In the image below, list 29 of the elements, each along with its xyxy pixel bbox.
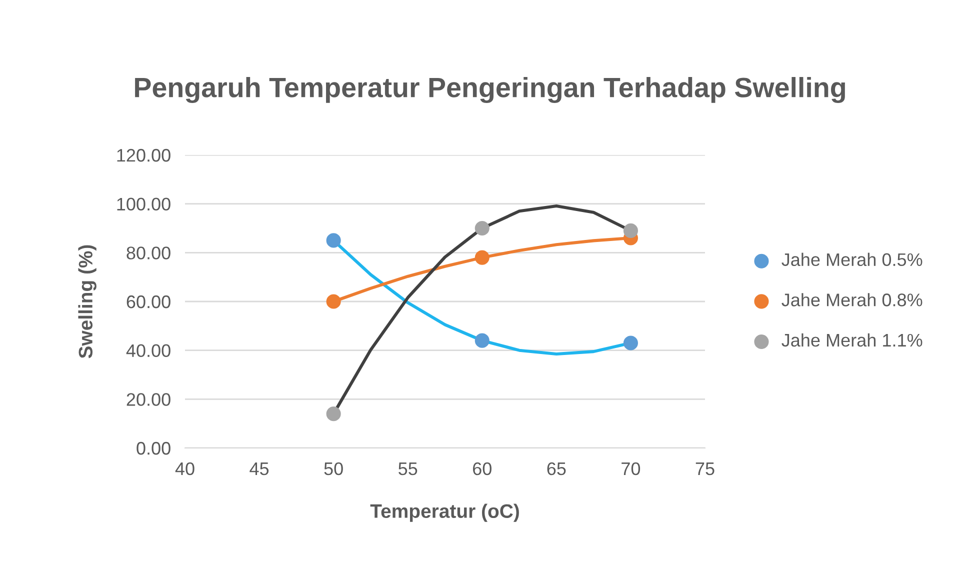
chart-title: Pengaruh Temperatur Pengeringan Terhadap Swelling <box>135 76 845 104</box>
legend-label: Jahe Merah 0.8% <box>782 293 922 306</box>
legend-label: Jahe Merah 0.5% <box>782 252 922 266</box>
x-tick-label: 70 <box>622 462 640 476</box>
y-tick-label: 0.00 <box>136 442 170 455</box>
point <box>326 406 341 422</box>
point <box>474 250 490 265</box>
x-axis-title: Temperatur (oC) <box>370 504 519 522</box>
x-tick-label: 60 <box>473 462 492 476</box>
y-tick-label: 100.00 <box>117 198 170 211</box>
x-tick-label: 45 <box>250 462 269 476</box>
point <box>474 333 490 348</box>
y-axis-title: Swelling (%) <box>78 245 96 358</box>
y-tick-label: 80.00 <box>126 246 170 260</box>
x-tick-label: 40 <box>175 462 194 476</box>
x-tick-label: 50 <box>324 462 343 476</box>
point <box>326 233 341 248</box>
y-tick-label: 120.00 <box>117 148 170 162</box>
x-tick-label: 55 <box>398 462 418 476</box>
y-tick-label: 20.00 <box>126 393 170 406</box>
point <box>326 294 341 309</box>
point <box>623 336 638 350</box>
legend-label: Jahe Merah 1.1% <box>782 333 922 347</box>
x-tick-label: 75 <box>696 462 714 476</box>
point <box>623 223 638 238</box>
point <box>474 220 490 236</box>
x-tick-label: 65 <box>547 462 566 476</box>
y-tick-label: 40.00 <box>126 344 170 358</box>
y-tick-label: 60.00 <box>126 295 170 308</box>
